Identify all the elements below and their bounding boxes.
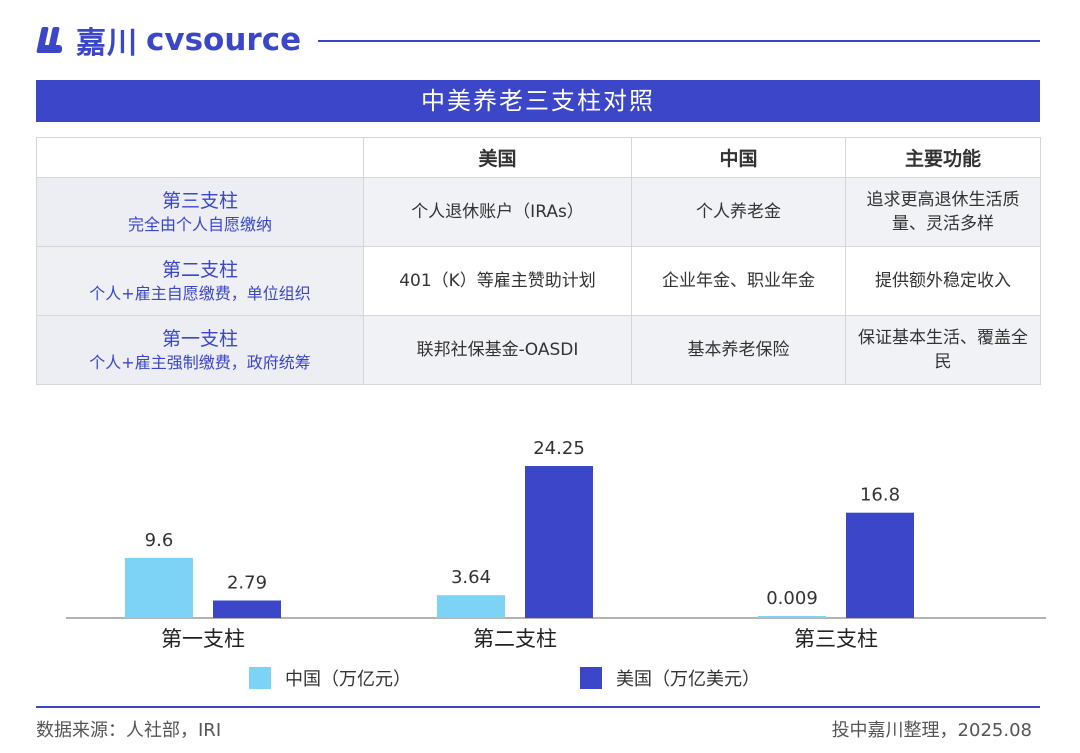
data-source: 数据来源：人社部，IRI (36, 720, 222, 741)
data-label: 2.79 (227, 573, 267, 594)
pillar-cell: 第三支柱 完全由个人自愿缴纳 (36, 177, 364, 247)
legend-swatch-cn (249, 667, 271, 689)
pillar-cell: 第一支柱 个人+雇主强制缴费，政府统筹 (36, 315, 364, 385)
header-cell-empty (36, 137, 364, 178)
bar-us-3 (846, 512, 914, 618)
data-label: 16.8 (860, 485, 900, 506)
table-row: 第一支柱 个人+雇主强制缴费，政府统筹 联邦社保基金-OASDI 基本养老保险 … (36, 315, 1041, 385)
data-label: 0.009 (766, 588, 818, 609)
legend-label-us: 美国（万亿美元） (616, 669, 760, 690)
x-tick-label: 第三支柱 (794, 627, 878, 651)
us-cell: 联邦社保基金-OASDI (363, 315, 632, 385)
header-cell-us: 美国 (363, 137, 632, 178)
jiachuan-logo-icon (36, 23, 70, 57)
pillar-name: 第二支柱 (161, 259, 238, 281)
credit-note: 投中嘉川整理，2025.08 (831, 720, 1032, 741)
function-text: 追求更高退休生活质量、灵活多样 (866, 190, 1020, 234)
table-row: 第二支柱 个人+雇主自愿缴费，单位组织 401（K）等雇主赞助计划 企业年金、职… (36, 246, 1041, 316)
header-cell-cn: 中国 (631, 137, 846, 178)
x-tick-label: 第一支柱 (161, 627, 245, 651)
footer-divider (36, 706, 1040, 708)
cn-cell: 基本养老保险 (631, 315, 846, 385)
pillar-name: 第一支柱 (161, 328, 238, 350)
pillar-cell: 第二支柱 个人+雇主自愿缴费，单位组织 (36, 246, 364, 316)
chart-legend: 中国（万亿元） 美国（万亿美元） (0, 665, 1080, 693)
cn-cell: 个人养老金 (631, 177, 846, 247)
function-cell: 保证基本生活、覆盖全民 (845, 315, 1041, 385)
cn-cell: 企业年金、职业年金 (631, 246, 846, 316)
function-cell: 提供额外稳定收入 (845, 246, 1041, 316)
table-row: 第三支柱 完全由个人自愿缴纳 个人退休账户（IRAs） 个人养老金 追求更高退休… (36, 177, 1041, 247)
data-label: 24.25 (533, 438, 585, 459)
legend-item-us: 美国（万亿美元） (580, 665, 760, 691)
comparison-table: 美国 中国 主要功能 第三支柱 完全由个人自愿缴纳 个人退休账户（IRAs） 个… (36, 137, 1041, 385)
header-cell-function: 主要功能 (845, 137, 1041, 178)
legend-label-cn: 中国（万亿元） (285, 669, 411, 690)
pillar-desc: 完全由个人自愿缴纳 (127, 215, 272, 234)
bar-cn-2 (437, 595, 505, 618)
data-label: 3.64 (451, 567, 491, 588)
brand-name-cn: 嘉川 (76, 26, 138, 61)
function-text: 提供额外稳定收入 (875, 271, 1011, 291)
bar-us-1 (213, 600, 281, 618)
pillar-name: 第三支柱 (161, 190, 238, 212)
header: 嘉川 cvsource (36, 18, 1040, 62)
pillar-desc: 个人+雇主自愿缴费，单位组织 (89, 284, 311, 303)
page-title: 中美养老三支柱对照 (36, 80, 1040, 122)
header-divider (318, 40, 1040, 42)
x-tick-label: 第二支柱 (473, 627, 557, 651)
legend-swatch-us (580, 667, 602, 689)
data-label: 9.6 (145, 530, 174, 551)
table-header-row: 美国 中国 主要功能 (36, 137, 1041, 178)
bar-us-2 (525, 466, 593, 618)
legend-item-cn: 中国（万亿元） (249, 665, 411, 691)
function-text: 保证基本生活、覆盖全民 (858, 328, 1028, 372)
pillar-desc: 个人+雇主强制缴费，政府统筹 (89, 353, 311, 372)
bar-cn-3 (758, 616, 826, 618)
bar-chart: 9.6 2.79 第一支柱 3.64 24.25 第二支柱 0.009 16.8 第三支柱 (66, 438, 1046, 651)
us-cell: 401（K）等雇主赞助计划 (363, 246, 632, 316)
brand-logo: 嘉川 cvsource (36, 18, 301, 62)
function-cell: 追求更高退休生活质量、灵活多样 (845, 177, 1041, 247)
bar-cn-1 (125, 557, 193, 618)
brand-name-en: cvsource (146, 22, 302, 58)
us-cell: 个人退休账户（IRAs） (363, 177, 632, 247)
